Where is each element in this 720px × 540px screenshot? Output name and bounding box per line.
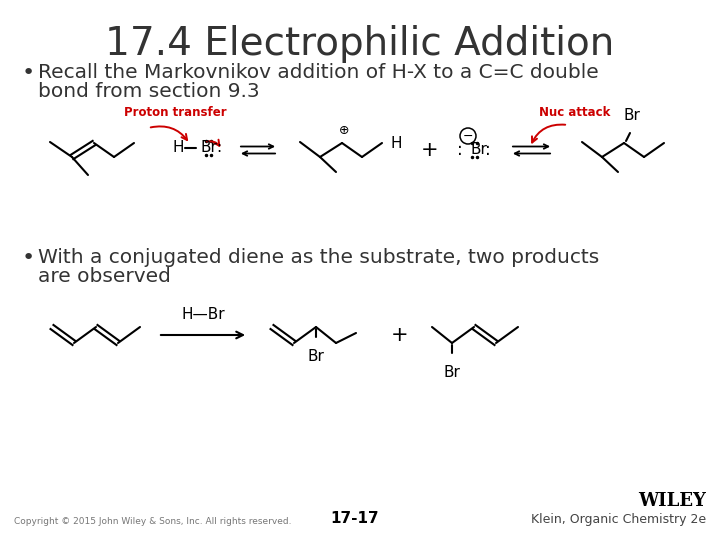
Text: Br: Br bbox=[307, 349, 325, 364]
Text: WILEY: WILEY bbox=[638, 492, 706, 510]
Text: +: + bbox=[391, 325, 409, 345]
Text: Br: Br bbox=[624, 108, 640, 123]
Text: :: : bbox=[457, 141, 463, 159]
Text: bond from section 9.3: bond from section 9.3 bbox=[38, 82, 260, 101]
Text: :: : bbox=[485, 141, 491, 159]
Text: H: H bbox=[172, 140, 184, 156]
Text: 17-17: 17-17 bbox=[330, 511, 379, 526]
Text: With a conjugated diene as the substrate, two products: With a conjugated diene as the substrate… bbox=[38, 248, 599, 267]
Text: Klein, Organic Chemistry 2e: Klein, Organic Chemistry 2e bbox=[531, 513, 706, 526]
Text: −: − bbox=[463, 130, 473, 143]
Text: Proton transfer: Proton transfer bbox=[124, 106, 226, 119]
Text: H—Br: H—Br bbox=[181, 307, 225, 322]
Text: Br: Br bbox=[201, 140, 217, 156]
Text: Recall the Markovnikov addition of H-X to a C=C double: Recall the Markovnikov addition of H-X t… bbox=[38, 63, 599, 82]
Text: :: : bbox=[217, 140, 222, 156]
Text: Copyright © 2015 John Wiley & Sons, Inc. All rights reserved.: Copyright © 2015 John Wiley & Sons, Inc.… bbox=[14, 517, 292, 526]
Text: 17.4 Electrophilic Addition: 17.4 Electrophilic Addition bbox=[105, 25, 615, 63]
Text: Nuc attack: Nuc attack bbox=[539, 106, 611, 119]
Text: +: + bbox=[421, 140, 438, 160]
Text: •: • bbox=[22, 63, 35, 83]
Text: •: • bbox=[22, 248, 35, 268]
Text: Br: Br bbox=[444, 365, 460, 380]
Text: are observed: are observed bbox=[38, 267, 171, 286]
Text: H: H bbox=[390, 136, 402, 151]
Text: ⊕: ⊕ bbox=[338, 124, 349, 137]
Text: Br: Br bbox=[470, 143, 487, 158]
